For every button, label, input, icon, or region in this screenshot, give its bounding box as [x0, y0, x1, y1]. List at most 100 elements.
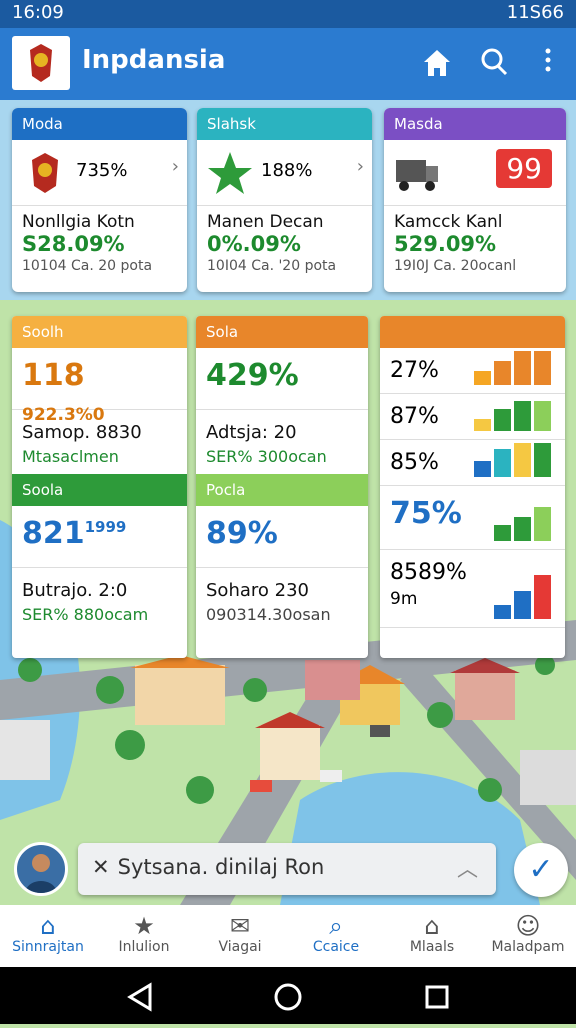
bar-icon-bar [494, 525, 511, 541]
bottom-nav: ⌂ Sinnrajtan ★ Inlulion ✉ Viagai ⌕ Ccaice ⌂ Mlaal… [0, 905, 576, 967]
bar-icon [494, 507, 551, 541]
bar-icon-bar [514, 517, 531, 541]
stat-card[interactable]: Slahsk 188% › Manen Decan 0%.09% 10I04 Ca. '2… [197, 108, 372, 292]
card-icon [392, 148, 442, 203]
row-value: 87% [390, 404, 439, 429]
system-nav [0, 967, 576, 1024]
card-value: 735% [76, 160, 128, 181]
row-value: 27% [390, 358, 439, 383]
stat-card[interactable]: Moda 735% › Nonllgia Kotn S28.09% 10104 Ca. 2… [12, 108, 187, 292]
card-big: 0%.09% [207, 232, 301, 256]
nav-item[interactable]: ☺ Maladpam [480, 913, 576, 955]
avatar[interactable] [14, 842, 68, 896]
panel-big-value: 821 [22, 516, 85, 551]
bar-icon-bar [534, 351, 551, 385]
nav-label: Inlulion [118, 939, 170, 955]
nav-item[interactable]: ★ Inlulion [96, 913, 192, 955]
chevron: › [356, 156, 364, 177]
card-value: 188% [261, 160, 313, 181]
panel: Soolh 118 922.3%0 Samop. 8830 Mtasaclmen… [12, 316, 187, 658]
panel-line: Soharo 230 [206, 580, 309, 601]
panel: 27% 87% 85% 75% 8589% 9m [380, 316, 565, 658]
bar-icon-bar [474, 371, 491, 385]
card-name: Kamcck Kanl [394, 212, 503, 232]
panel-line: Adtsja: 20 [206, 422, 297, 443]
panel-line: 090314.30osan [206, 605, 331, 624]
card-icon [205, 148, 255, 203]
bar-icon [474, 401, 551, 431]
app-bar: Inpdansia [0, 28, 576, 100]
panel-header: Pocla [196, 474, 368, 506]
panel-big-value: 118 [22, 358, 85, 393]
card-header: Slahsk [197, 108, 372, 140]
bar-icon [494, 575, 551, 619]
panel-big: 8211999 [12, 506, 187, 568]
toast: ✕ Sytsana. dinilaj Ron ︿ [78, 843, 496, 895]
check-button[interactable]: ✓ [514, 843, 568, 897]
card-value: 99 [496, 149, 552, 188]
bar-icon-bar [514, 591, 531, 619]
panel-big: 118 922.3%0 [12, 348, 187, 425]
nav-icon: ⌕ [329, 912, 343, 940]
row-value: 75% [390, 496, 462, 531]
nav-item[interactable]: ⌂ Sinnrajtan [0, 913, 96, 955]
toast-text: Sytsana. dinilaj Ron [117, 855, 325, 879]
row-value: 8589% [390, 560, 467, 585]
panel-line: Butrajo. 2:0 [22, 580, 128, 601]
panel-header [380, 316, 565, 348]
nav-icon: ★ [133, 912, 155, 940]
panel-line: Samop. 8830 [22, 422, 142, 443]
card-header: Masda [384, 108, 566, 140]
panel-big: 429% [196, 348, 368, 410]
card-big: S28.09% [22, 232, 125, 256]
panel-row: 8589% 9m [380, 550, 565, 628]
panel-header: Sola [196, 316, 368, 348]
panel-row: 27% [380, 348, 565, 394]
panel-row: 85% [380, 440, 565, 486]
panel-header: Soolh [12, 316, 187, 348]
bar-icon [474, 351, 551, 385]
panel-line: SER% 300ocan [206, 447, 327, 466]
card-sub: 10104 Ca. 20 pota [22, 258, 153, 274]
card-sub: 10I04 Ca. '20 pota [207, 258, 337, 274]
panel-big: 89% [196, 506, 368, 568]
status-bar: 16:09 11S66 [0, 0, 576, 28]
bar-icon-bar [514, 401, 531, 431]
card-big: 529.09% [394, 232, 497, 256]
card-summary: 99 [384, 140, 566, 206]
card-summary: 188% › [197, 140, 372, 206]
close-icon[interactable]: ✕ [92, 855, 110, 879]
nav-label: Ccaice [312, 939, 360, 955]
card-header: Moda [12, 108, 187, 140]
nav-item[interactable]: ⌕ Ccaice [288, 913, 384, 955]
app-title: Inpdansia [82, 45, 226, 75]
bar-icon-bar [534, 507, 551, 541]
nav-label: Maladpam [491, 939, 565, 955]
panel-big-extra: 1999 [84, 518, 127, 536]
panel-line: Mtasaclmen [22, 447, 119, 466]
bar-icon [474, 443, 551, 477]
nav-icon: ⌂ [424, 912, 440, 940]
status-right: 11S66 [506, 2, 564, 23]
stat-card[interactable]: Masda 99 Kamcck Kanl 529.09% 19I0J Ca. 20oca… [384, 108, 566, 292]
panel-row: 87% [380, 394, 565, 440]
card-summary: 735% › [12, 140, 187, 206]
chevron: › [171, 156, 179, 177]
nav-item[interactable]: ✉ Viagai [192, 913, 288, 955]
nav-icon: ✉ [229, 912, 251, 940]
bar-icon-bar [474, 461, 491, 477]
chevron-up[interactable]: ︿ [457, 857, 478, 881]
panel-line: SER% 880ocam [22, 605, 149, 624]
nav-item[interactable]: ⌂ Mlaals [384, 913, 480, 955]
bar-icon-bar [514, 443, 531, 477]
nav-label: Viagai [218, 939, 262, 955]
bar-icon-bar [534, 575, 551, 619]
panel-row: 75% [380, 486, 565, 550]
nav-label: Sinnrajtan [12, 939, 84, 955]
panel-big-extra: 922.3%0 [22, 405, 105, 425]
app-actions[interactable] [420, 46, 560, 80]
bar-icon-bar [534, 443, 551, 477]
bar-icon-bar [534, 401, 551, 431]
